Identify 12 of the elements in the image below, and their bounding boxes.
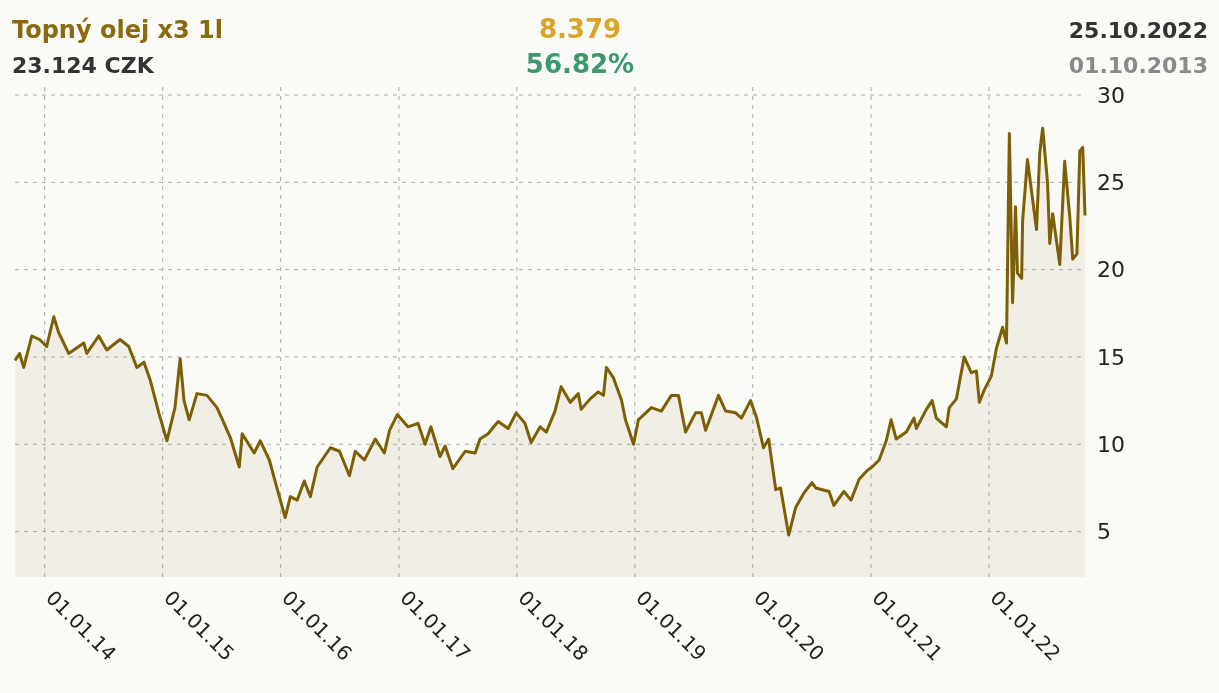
y-tick-label: 15	[1097, 344, 1125, 370]
text: 8.379	[538, 14, 622, 44]
y-tick-label: 30	[1097, 82, 1125, 108]
y-tick-label: 5	[1097, 519, 1111, 545]
text: 25.10.2022	[1068, 18, 1208, 43]
text: 56.82%	[525, 49, 635, 79]
text: 01.10.2013	[1068, 53, 1208, 78]
y-tick-label: 20	[1097, 257, 1125, 283]
chart-title: Topný olej x3 1l	[12, 16, 223, 44]
y-tick-label: 10	[1097, 431, 1125, 457]
y-tick-label: 25	[1097, 170, 1125, 196]
chart-subtitle: 23.124 CZK	[12, 53, 155, 78]
